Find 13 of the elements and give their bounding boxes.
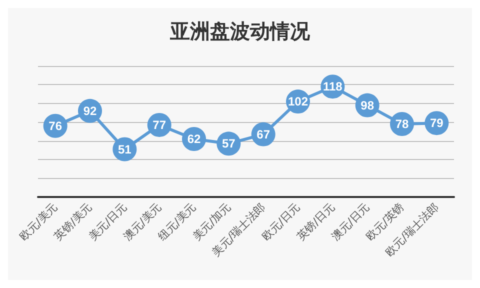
data-label: 92 — [83, 104, 97, 118]
data-label: 51 — [118, 142, 132, 156]
data-label: 78 — [395, 117, 409, 132]
data-label: 102 — [288, 94, 308, 109]
data-label: 118 — [322, 80, 343, 94]
data-label: 98 — [360, 98, 374, 112]
data-label: 76 — [48, 118, 62, 133]
data-label: 79 — [430, 116, 444, 130]
chart-title: 亚洲盘波动情况 — [169, 19, 311, 43]
data-label: 62 — [187, 132, 201, 146]
data-label: 77 — [152, 118, 166, 132]
data-label: 57 — [222, 136, 236, 151]
data-label: 67 — [256, 127, 270, 142]
